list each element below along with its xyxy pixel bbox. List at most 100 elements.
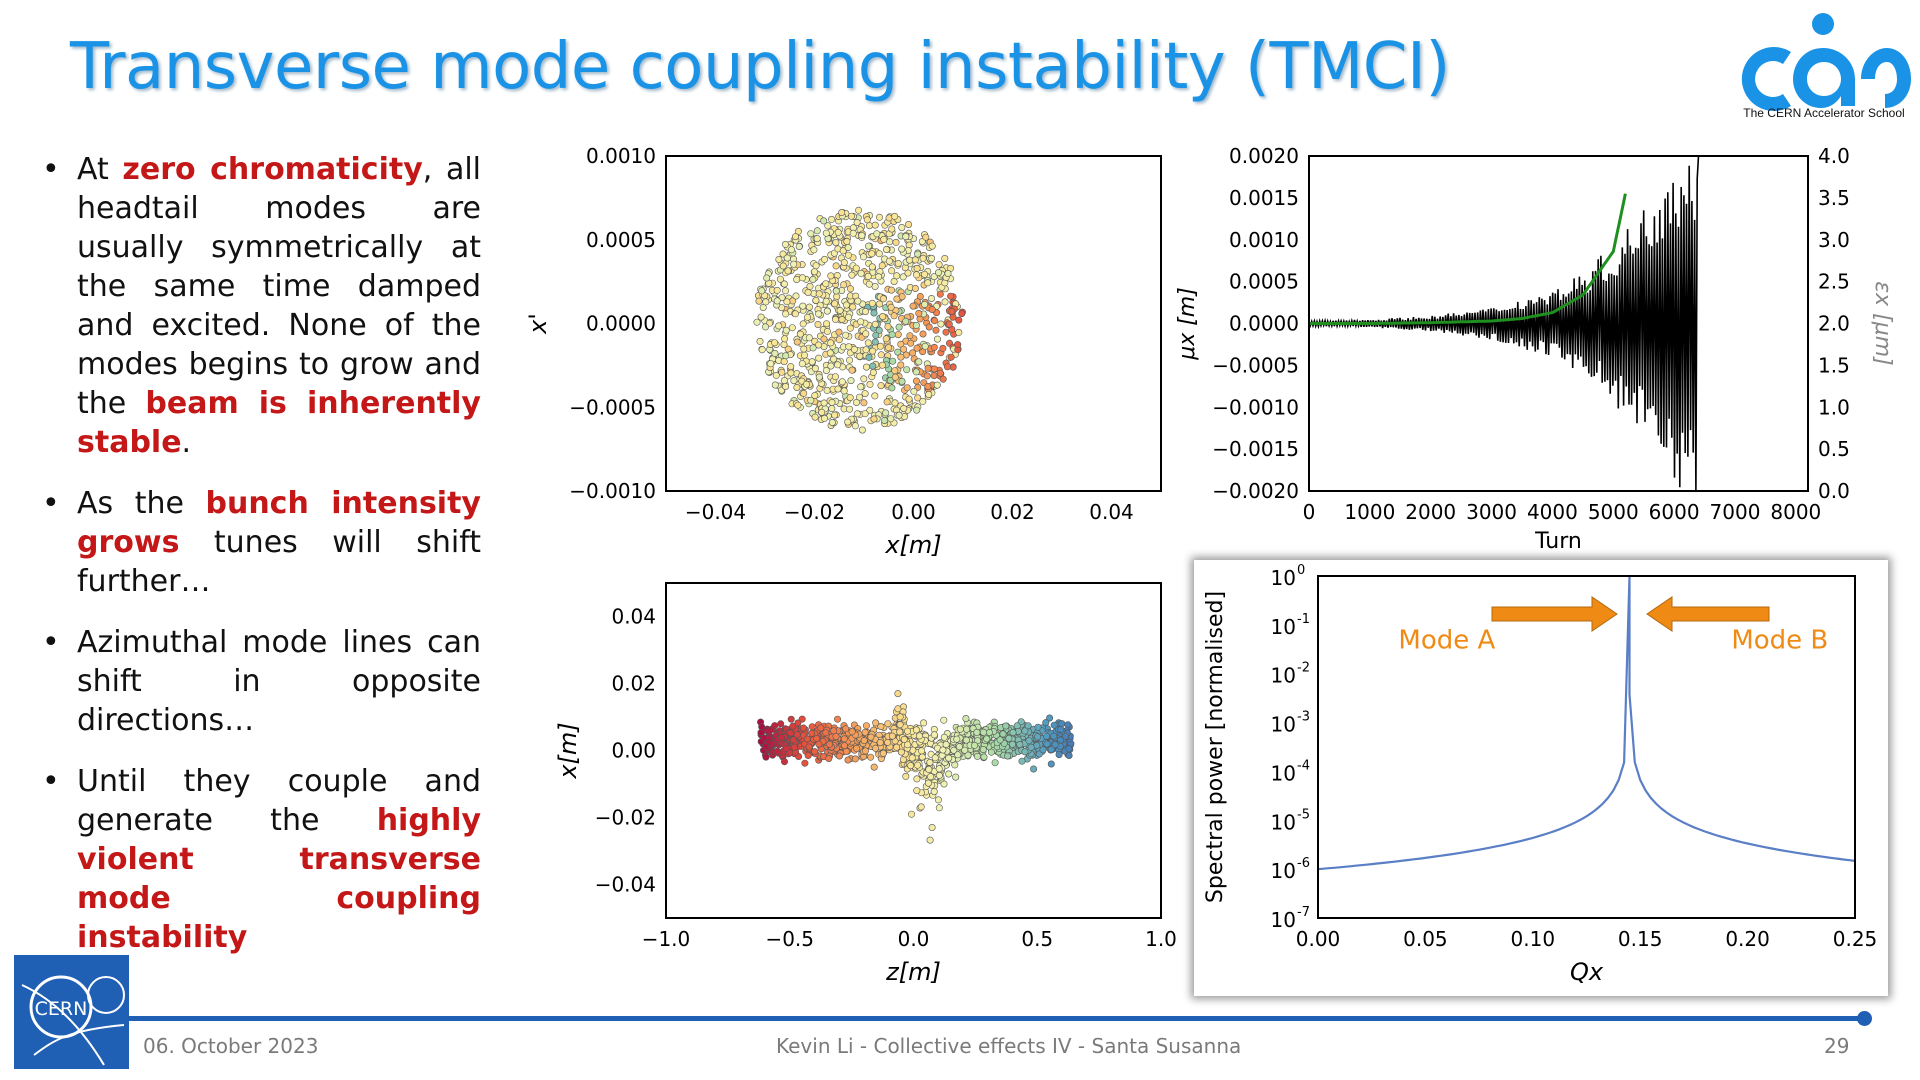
scatter-point: [800, 389, 808, 397]
scatter-point: [783, 298, 791, 306]
scatter-point: [811, 364, 819, 372]
scatter-point: [802, 380, 810, 388]
y-tick-exponent: -5: [1297, 807, 1310, 822]
scatter-point: [871, 338, 879, 346]
scatter-point: [880, 235, 888, 243]
scatter-point: [912, 321, 920, 329]
scatter-point: [782, 352, 790, 360]
scatter-point: [891, 212, 899, 220]
scatter-point: [844, 756, 852, 764]
scatter-point: [907, 339, 915, 347]
scatter-point: [787, 363, 795, 371]
scatter-point: [917, 803, 925, 811]
scatter-point: [907, 762, 915, 770]
x-tick-label: 4000: [1527, 500, 1578, 524]
y-tick-label-right: 0.5: [1818, 437, 1850, 461]
scatter-point: [865, 353, 873, 361]
scatter-point: [925, 390, 933, 398]
scatter-point: [771, 722, 779, 730]
scatter-point: [800, 351, 808, 359]
scatter-point: [781, 240, 789, 248]
scatter-point: [914, 394, 922, 402]
scatter-point: [860, 737, 868, 745]
y-axis-label: x': [524, 313, 552, 335]
scatter-point: [914, 250, 922, 258]
scatter-point: [810, 268, 818, 276]
scatter-point: [787, 246, 795, 254]
scatter-point: [915, 309, 923, 317]
scatter-point: [844, 244, 852, 252]
scatter-point: [864, 339, 872, 347]
cern-logo: CERN: [14, 955, 129, 1069]
scatter-point: [867, 753, 875, 761]
scatter-point: [849, 303, 857, 311]
scatter-point: [826, 349, 834, 357]
scatter-point: [862, 346, 870, 354]
scatter-point: [856, 352, 864, 360]
scatter-point: [902, 317, 910, 325]
scatter-point: [796, 330, 804, 338]
scatter-point: [813, 235, 821, 243]
x-tick-label: 6000: [1649, 500, 1700, 524]
y-tick-label: 10: [1271, 664, 1296, 688]
scatter-point: [799, 302, 807, 310]
scatter-point: [780, 280, 788, 288]
scatter-point: [794, 401, 802, 409]
scatter-point: [1025, 737, 1033, 745]
scatter-point: [848, 271, 856, 279]
scatter-point: [896, 721, 904, 729]
scatter-point: [926, 836, 934, 844]
scatter-point: [815, 740, 823, 748]
scatter-point: [876, 342, 884, 350]
scatter-point: [921, 300, 929, 308]
y-tick-label-left: −0.0020: [1212, 479, 1299, 503]
y-tick-label: 0.0005: [586, 228, 656, 252]
phase-space-points: [753, 206, 966, 434]
scatter-point: [933, 381, 941, 389]
scatter-point: [801, 759, 809, 767]
x-tick-label: −0.04: [685, 500, 746, 524]
y-tick-label-left: 0.0010: [1229, 228, 1299, 252]
scatter-point: [894, 331, 902, 339]
phase-space-chart: −0.04 −0.02 0.00 0.02 0.04 0.0010 0.0005 0.0000…: [524, 144, 1162, 559]
bullet-item: • At zero chromaticity, all headtail mode…: [36, 150, 481, 462]
scatter-point: [805, 743, 813, 751]
scatter-point: [831, 373, 839, 381]
bullet-item: • Azimuthal mode lines can shift in oppos…: [36, 623, 481, 740]
scatter-point: [870, 309, 878, 317]
scatter-point: [892, 238, 900, 246]
x-tick-label: 0.0: [898, 927, 930, 951]
scatter-point: [928, 242, 936, 250]
scatter-point: [1062, 732, 1070, 740]
scatter-point: [1047, 745, 1055, 753]
scatter-point: [887, 415, 895, 423]
scatter-point: [870, 763, 878, 771]
scatter-point: [832, 287, 840, 295]
scatter-point: [871, 221, 879, 229]
y-tick-label-right: 1.0: [1818, 395, 1850, 419]
scatter-point: [826, 740, 834, 748]
scatter-point: [979, 745, 987, 753]
scatter-point: [884, 323, 892, 331]
scatter-point: [1047, 760, 1055, 768]
scatter-point: [813, 227, 821, 235]
scatter-point: [1043, 732, 1051, 740]
scatter-point: [926, 758, 934, 766]
scatter-point: [971, 741, 979, 749]
scatter-point: [882, 409, 890, 417]
y-tick-label: 0.0010: [586, 144, 656, 168]
scatter-point: [838, 209, 846, 217]
scatter-point: [1027, 743, 1035, 751]
scatter-point: [815, 354, 823, 362]
scatter-point: [925, 323, 933, 331]
scatter-point: [919, 330, 927, 338]
scatter-point: [779, 250, 787, 258]
x-tick-label: 0.00: [891, 500, 936, 524]
scatter-point: [907, 810, 915, 818]
scatter-point: [842, 301, 850, 309]
scatter-point: [836, 306, 844, 314]
scatter-point: [913, 406, 921, 414]
scatter-point: [843, 238, 851, 246]
scatter-point: [897, 353, 905, 361]
